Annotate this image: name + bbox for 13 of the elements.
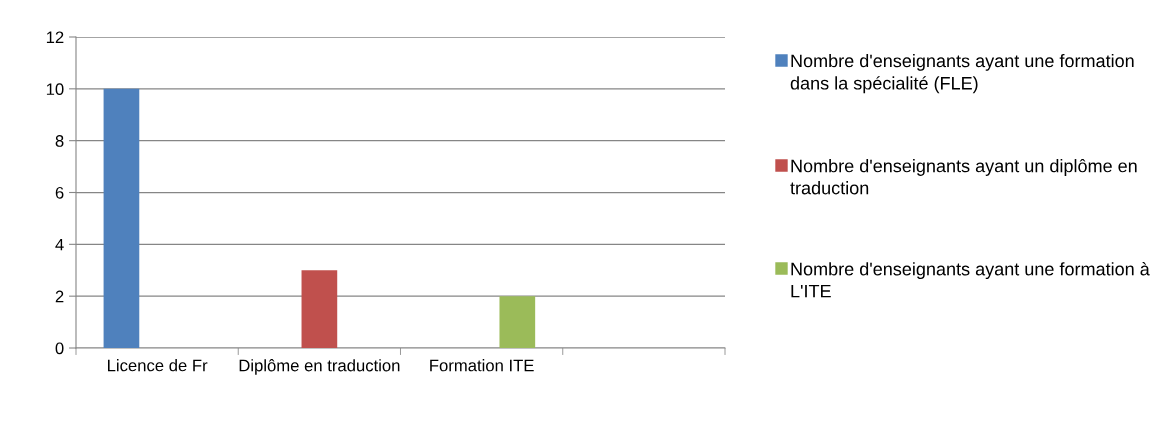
legend-label: Nombre d'enseignants ayant un diplôme en traduction — [790, 159, 1137, 195]
y-tick-label: 10 — [46, 83, 64, 96]
legend-label: Nombre d'enseignants ayant une formation à L'ITE — [791, 262, 1150, 298]
y-tick-label: 4 — [55, 238, 64, 251]
y-tick-label: 8 — [55, 135, 64, 147]
legend-label: Nombre d'enseignants ayant une formation dans la spécialité (FLE) — [790, 54, 1134, 94]
x-tick-label: Formation ITE — [430, 359, 534, 372]
y-tick-label: 6 — [55, 186, 64, 199]
x-tick-label: Diplôme en traduction — [239, 359, 400, 375]
y-tick-label: 12 — [46, 31, 64, 44]
y-tick-label: 0 — [55, 342, 64, 355]
x-tick-label: Licence de Fr — [108, 359, 208, 372]
y-tick-label: 2 — [55, 290, 64, 303]
